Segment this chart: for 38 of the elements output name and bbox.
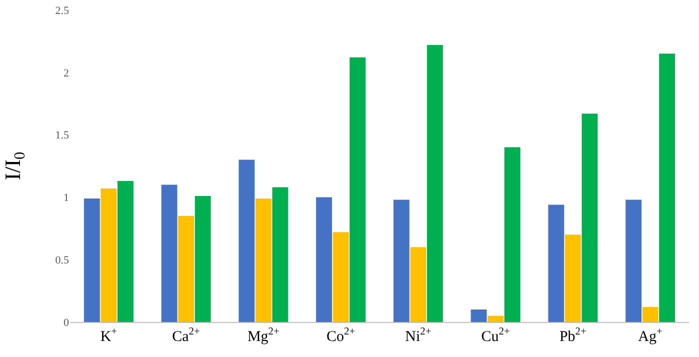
bar <box>332 232 349 322</box>
bar <box>161 184 178 322</box>
bar <box>316 197 332 322</box>
x-tick-label: Ni$^{2+}$ <box>405 326 432 345</box>
x-tick-label: K$^{+}$ <box>100 326 118 345</box>
x-tick-label: Ca$^{2+}$ <box>172 326 200 345</box>
bar <box>642 307 658 322</box>
y-tick-label: 0.5 <box>55 254 70 266</box>
bar <box>470 310 487 322</box>
bar <box>84 198 100 322</box>
bar <box>548 204 564 322</box>
bar <box>626 200 642 322</box>
bar <box>426 44 443 322</box>
bar <box>238 160 255 322</box>
bar <box>272 187 288 322</box>
x-tick-label: Co$^{2+}$ <box>326 326 356 345</box>
bar <box>659 54 676 322</box>
bar <box>117 180 134 322</box>
x-tick-label: Pb$^{2+}$ <box>559 326 587 345</box>
bar <box>194 196 211 322</box>
y-tick-label: 1.5 <box>55 130 70 142</box>
bar <box>178 216 194 322</box>
bar <box>504 147 520 322</box>
bar <box>488 316 504 322</box>
bar <box>255 198 272 322</box>
y-tick-label: 0 <box>64 316 70 329</box>
x-tick-label: Cu$^{2+}$ <box>481 326 510 345</box>
y-tick-label: 2 <box>64 67 69 80</box>
x-tick-label: Mg$^{2+}$ <box>247 326 280 345</box>
bar <box>582 114 598 322</box>
y-tick-label: 1 <box>64 192 69 204</box>
bar <box>564 234 581 322</box>
bar <box>350 57 366 322</box>
y-tick-label: 2.5 <box>55 4 70 17</box>
bar <box>100 188 117 322</box>
bar <box>410 247 426 322</box>
bar <box>393 200 410 322</box>
x-tick-label: Ag$^{+}$ <box>638 326 663 345</box>
